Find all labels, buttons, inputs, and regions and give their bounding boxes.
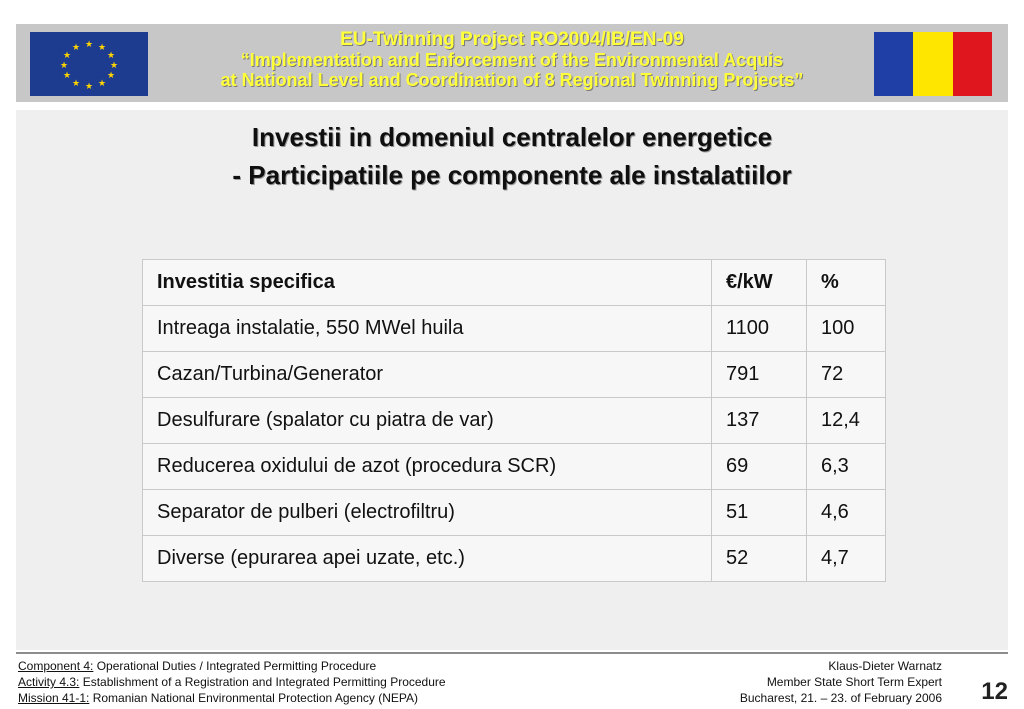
svg-text:★: ★: [98, 43, 106, 53]
table-cell: 6,3: [806, 443, 886, 490]
table-cell: 100: [806, 305, 886, 352]
table-cell: 1100: [711, 305, 807, 352]
column-header: €/kW: [711, 259, 807, 306]
table-cell: 72: [806, 351, 886, 398]
table-cell: 12,4: [806, 397, 886, 444]
svg-text:★: ★: [63, 51, 71, 61]
table-cell: Reducerea oxidului de azot (procedura SC…: [142, 443, 712, 490]
table-cell: 52: [711, 535, 807, 582]
table-cell: Separator de pulberi (electrofiltru): [142, 489, 712, 536]
header-project-code: EU-Twinning Project RO2004/IB/EN-09: [340, 29, 684, 50]
table-header-row: Investitia specifica €/kW %: [142, 259, 886, 306]
svg-text:★: ★: [85, 82, 93, 92]
footer-mission-label: Mission 41-1:: [18, 691, 90, 705]
footer-component-label: Component 4:: [18, 659, 94, 673]
table-cell: Cazan/Turbina/Generator: [142, 351, 712, 398]
svg-text:★: ★: [110, 61, 118, 71]
table-row: Cazan/Turbina/Generator 791 72: [142, 351, 886, 398]
footer-activity-label: Activity 4.3:: [18, 675, 80, 689]
footer-mission-text: Romanian National Environmental Protecti…: [89, 691, 418, 705]
table-row: Desulfurare (spalator cu piatra de var) …: [142, 397, 886, 444]
header-project-title-line2: at National Level and Coordination of 8 …: [220, 70, 804, 90]
table-row: Separator de pulberi (electrofiltru) 51 …: [142, 489, 886, 536]
column-header: Investitia specifica: [142, 259, 712, 306]
project-header: ★ ★ ★ ★ ★ ★ ★ ★ ★ ★ ★ ★ EU-Twinning Proj…: [16, 24, 1008, 102]
svg-text:★: ★: [98, 79, 106, 89]
table-row: Reducerea oxidului de azot (procedura SC…: [142, 443, 886, 490]
eu-flag-icon: ★ ★ ★ ★ ★ ★ ★ ★ ★ ★ ★ ★: [30, 32, 148, 96]
table-cell: 4,6: [806, 489, 886, 536]
romania-flag-icon: [874, 32, 992, 96]
table-row: Diverse (epurarea apei uzate, etc.) 52 4…: [142, 535, 886, 582]
footer-component-line: Component 4: Operational Duties / Integr…: [18, 658, 446, 674]
footer-component-text: Operational Duties / Integrated Permitti…: [93, 659, 377, 673]
svg-text:★: ★: [72, 79, 80, 89]
table-cell: 791: [711, 351, 807, 398]
footer-divider: [16, 652, 1008, 654]
svg-text:★: ★: [107, 71, 115, 81]
header-project-title-line1: “Implementation and Enforcement of the E…: [240, 50, 784, 70]
table-cell: Desulfurare (spalator cu piatra de var): [142, 397, 712, 444]
svg-text:★: ★: [85, 40, 93, 50]
slide-title: Investii in domeniul centralelor energet…: [0, 118, 1024, 194]
footer-activity-info: Component 4: Operational Duties / Integr…: [18, 658, 446, 706]
table-cell: 51: [711, 489, 807, 536]
table-cell: 4,7: [806, 535, 886, 582]
header-text: EU-Twinning Project RO2004/IB/EN-09 “Imp…: [156, 29, 868, 91]
footer-activity-line: Activity 4.3: Establishment of a Registr…: [18, 674, 446, 690]
footer-author-role: Member State Short Term Expert: [766, 675, 942, 689]
table-cell: 69: [711, 443, 807, 490]
table-cell: 137: [711, 397, 807, 444]
footer-activity-text: Establishment of a Registration and Inte…: [79, 675, 446, 689]
table-row: Intreaga instalatie, 550 MWel huila 1100…: [142, 305, 886, 352]
slide-title-line2: - Participatiile pe componente ale insta…: [232, 160, 792, 190]
table-cell: Intreaga instalatie, 550 MWel huila: [142, 305, 712, 352]
slide-title-line1: Investii in domeniul centralelor energet…: [251, 122, 773, 152]
footer-mission-line: Mission 41-1: Romanian National Environm…: [18, 690, 446, 706]
column-header: %: [806, 259, 886, 306]
table-cell: Diverse (epurarea apei uzate, etc.): [142, 535, 712, 582]
footer-place-date: Bucharest, 21. – 23. of February 2006: [739, 691, 942, 705]
footer-author-info: Klaus-Dieter Warnatz Member State Short …: [740, 658, 942, 706]
investment-table: Investitia specifica €/kW % Intreaga ins…: [142, 259, 886, 582]
footer-author-name: Klaus-Dieter Warnatz: [828, 659, 942, 673]
svg-text:★: ★: [63, 71, 71, 81]
svg-text:★: ★: [72, 43, 80, 53]
svg-text:★: ★: [107, 51, 115, 61]
svg-text:★: ★: [60, 61, 68, 71]
page-number: 12: [981, 678, 1008, 705]
